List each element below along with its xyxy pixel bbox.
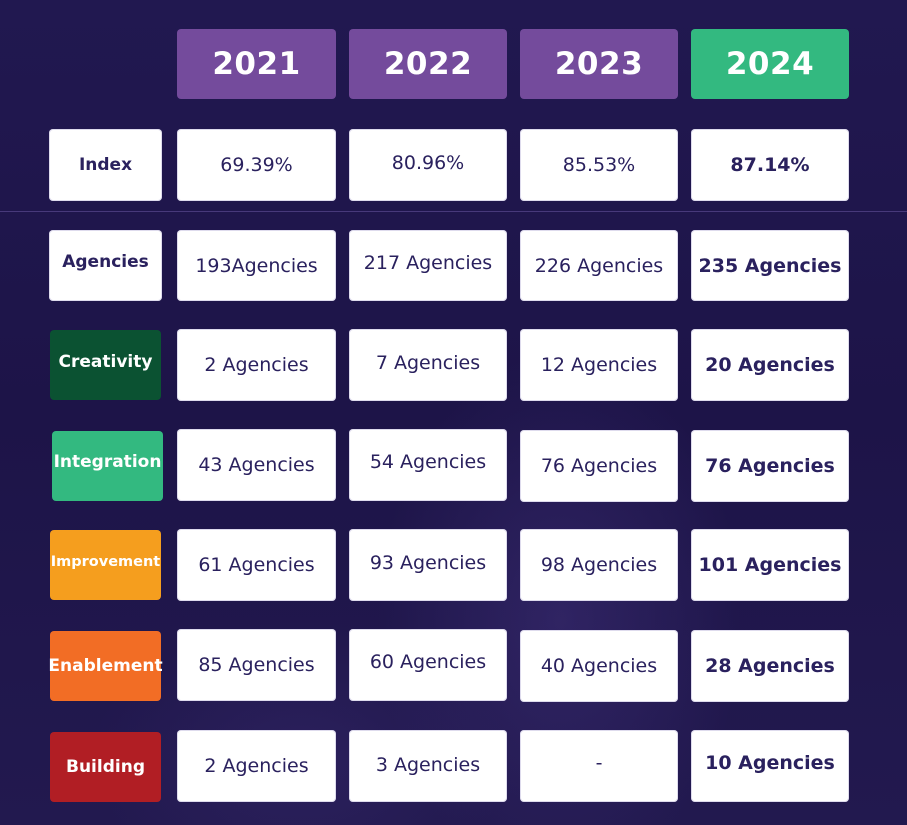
improvement-2021: 61 Agencies — [177, 529, 336, 601]
integration-2022: 54 Agencies — [349, 429, 507, 501]
index-2021: 69.39% — [177, 129, 336, 201]
improvement-2022: 93 Agencies — [349, 529, 507, 601]
enablement-2024: 28 Agencies — [691, 630, 849, 702]
building-2023: - — [520, 730, 678, 802]
index-2023: 85.53% — [520, 129, 678, 201]
divider-line — [0, 211, 907, 212]
year-header-2023: 2023 — [520, 29, 678, 99]
index-2024: 87.14% — [691, 129, 849, 201]
integration-2024: 76 Agencies — [691, 430, 849, 502]
agencies-2024: 235 Agencies — [691, 230, 849, 301]
building-2022: 3 Agencies — [349, 730, 507, 802]
row-label-creativity: Creativity — [50, 330, 161, 400]
improvement-2023: 98 Agencies — [520, 529, 678, 601]
agencies-2023: 226 Agencies — [520, 230, 678, 301]
row-label-index: Index — [49, 129, 162, 201]
creativity-2021: 2 Agencies — [177, 329, 336, 401]
index-2022: 80.96% — [349, 129, 507, 201]
year-header-2021: 2021 — [177, 29, 336, 99]
integration-2023: 76 Agencies — [520, 430, 678, 502]
creativity-2024: 20 Agencies — [691, 329, 849, 401]
improvement-2024: 101 Agencies — [691, 529, 849, 601]
enablement-2021: 85 Agencies — [177, 629, 336, 701]
enablement-2023: 40 Agencies — [520, 630, 678, 702]
creativity-2023: 12 Agencies — [520, 329, 678, 401]
year-header-2024: 2024 — [691, 29, 849, 99]
year-header-2022: 2022 — [349, 29, 507, 99]
building-2021: 2 Agencies — [177, 730, 336, 802]
enablement-2022: 60 Agencies — [349, 629, 507, 701]
creativity-2022: 7 Agencies — [349, 329, 507, 401]
row-label-agencies: Agencies — [49, 230, 162, 301]
building-2024: 10 Agencies — [691, 730, 849, 802]
row-label-integration: Integration — [52, 431, 163, 501]
agencies-2021: 193Agencies — [177, 230, 336, 301]
row-label-enablement: Enablement — [48, 631, 163, 701]
row-label-improvement: Improvement — [50, 530, 161, 600]
agencies-2022: 217 Agencies — [349, 230, 507, 301]
integration-2021: 43 Agencies — [177, 429, 336, 501]
row-label-building: Building — [50, 732, 161, 802]
